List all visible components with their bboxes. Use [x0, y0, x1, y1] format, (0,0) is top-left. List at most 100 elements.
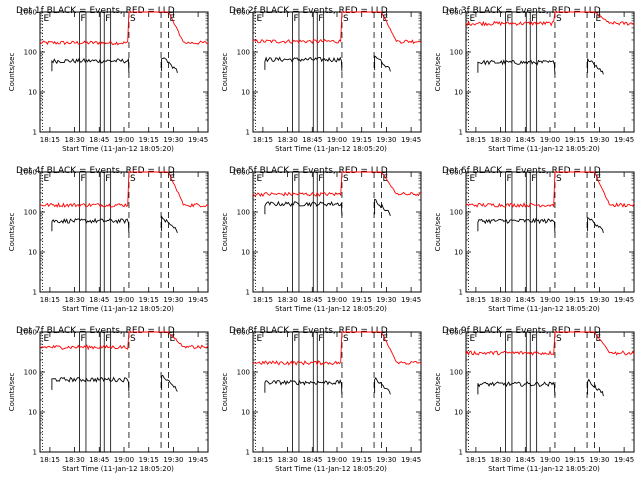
detector-panel-2: Det 2f BLACK = Events, RED = LLD 1 10 100 10… [221, 6, 422, 153]
marker-label-s: S [556, 334, 562, 344]
y-axis-label: Counts/sec [434, 213, 442, 252]
marker-label-f: F [105, 14, 110, 24]
marker-label-f: F [105, 334, 110, 344]
lld-trace [465, 11, 635, 27]
y-axis-label: Counts/sec [221, 373, 229, 412]
y-axis-label: Counts/sec [434, 373, 442, 412]
x-tick-label: 18:45 [302, 136, 322, 144]
x-tick-label: 19:00 [114, 456, 134, 464]
y-tick-label: 1000 [232, 329, 250, 337]
x-tick-label: 19:00 [114, 296, 134, 304]
y-tick-label: 1000 [232, 9, 250, 17]
x-tick-label: 19:30 [589, 136, 609, 144]
y-tick-label: 1000 [19, 9, 37, 17]
x-axis-label: Start Time (11-Jan-12 18:05:20) [488, 465, 600, 473]
marker-label-e: E [469, 14, 475, 24]
x-tick-label: 19:15 [565, 456, 585, 464]
x-tick-label: 19:45 [188, 456, 208, 464]
x-tick-label: 19:45 [188, 296, 208, 304]
x-tick-label: 18:15 [40, 136, 60, 144]
y-tick-label: 100 [237, 209, 250, 217]
marker-label-e: E [382, 174, 388, 184]
y-tick-label: 1000 [19, 329, 37, 337]
x-axis-label: Start Time (11-Jan-12 18:05:20) [275, 305, 387, 313]
x-tick-label: 18:30 [490, 136, 510, 144]
events-trace [264, 200, 343, 216]
marker-label-f: F [531, 14, 536, 24]
x-axis-label: Start Time (11-Jan-12 18:05:20) [488, 305, 600, 313]
y-tick-label: 10 [28, 249, 37, 257]
y-tick-label: 1 [246, 449, 250, 457]
events-trace [374, 198, 391, 217]
lld-trace [252, 331, 422, 366]
y-tick-label: 100 [24, 209, 37, 217]
y-tick-label: 100 [24, 369, 37, 377]
events-trace [161, 374, 178, 392]
y-tick-label: 1000 [445, 329, 463, 337]
marker-label-f: F [318, 14, 323, 24]
y-tick-label: 100 [237, 49, 250, 57]
plot-frame [252, 171, 422, 293]
lld-trace [252, 171, 422, 198]
marker-label-f: F [81, 174, 86, 184]
x-tick-label: 18:45 [89, 456, 109, 464]
events-trace [161, 57, 178, 74]
y-axis-label: Counts/sec [8, 53, 16, 92]
marker-label-e: E [43, 14, 49, 24]
detector-panel-7: Det 7f BLACK = Events, RED = LLD 1 10 100 10… [8, 326, 209, 473]
marker-label-e: E [256, 334, 262, 344]
x-tick-label: 19:00 [327, 296, 347, 304]
x-tick-label: 18:15 [466, 296, 486, 304]
x-tick-label: 18:30 [64, 456, 84, 464]
x-tick-label: 19:00 [114, 136, 134, 144]
y-axis-label: Counts/sec [8, 373, 16, 412]
marker-label-s: S [343, 174, 349, 184]
events-trace [374, 377, 391, 395]
x-tick-label: 19:30 [376, 296, 396, 304]
x-tick-label: 18:30 [277, 136, 297, 144]
x-tick-label: 19:15 [139, 296, 159, 304]
y-tick-label: 10 [28, 89, 37, 97]
marker-label-f: F [507, 14, 512, 24]
x-tick-label: 19:30 [163, 456, 183, 464]
x-axis-label: Start Time (11-Jan-12 18:05:20) [275, 145, 387, 153]
x-tick-label: 18:30 [490, 296, 510, 304]
x-tick-label: 18:45 [89, 296, 109, 304]
panel-title: Det 6f BLACK = Events, RED = LLD [442, 166, 601, 176]
marker-label-s: S [130, 174, 136, 184]
x-tick-label: 19:15 [565, 296, 585, 304]
marker-label-s: S [343, 334, 349, 344]
x-tick-label: 19:45 [614, 136, 634, 144]
x-tick-label: 18:45 [302, 456, 322, 464]
plot-frame [252, 331, 422, 453]
y-tick-label: 10 [454, 89, 463, 97]
y-tick-label: 100 [237, 369, 250, 377]
detector-panel-3: Det 3f BLACK = Events, RED = LLD 1 10 100 10… [434, 6, 635, 153]
marker-label-f: F [507, 334, 512, 344]
x-axis-label: Start Time (11-Jan-12 18:05:20) [62, 305, 174, 313]
x-tick-label: 19:30 [589, 456, 609, 464]
x-tick-label: 19:15 [565, 136, 585, 144]
marker-label-e: E [43, 174, 49, 184]
plot-frame [39, 11, 209, 133]
y-tick-label: 10 [241, 249, 250, 257]
plot-frame [465, 331, 635, 453]
x-tick-label: 18:15 [40, 456, 60, 464]
plot-frame [252, 11, 422, 133]
marker-label-s: S [556, 14, 562, 24]
events-trace [587, 216, 604, 234]
marker-label-e: E [469, 334, 475, 344]
marker-label-e: E [382, 334, 388, 344]
events-trace [264, 379, 343, 395]
lld-trace [39, 11, 209, 46]
y-tick-label: 1 [33, 289, 37, 297]
marker-label-f: F [531, 174, 536, 184]
y-axis-label: Counts/sec [221, 53, 229, 92]
y-tick-label: 1 [246, 289, 250, 297]
x-tick-label: 18:30 [490, 456, 510, 464]
x-tick-label: 19:15 [139, 136, 159, 144]
x-tick-label: 19:00 [327, 136, 347, 144]
y-tick-label: 1 [459, 289, 463, 297]
x-tick-label: 19:45 [401, 456, 421, 464]
x-tick-label: 19:45 [614, 296, 634, 304]
